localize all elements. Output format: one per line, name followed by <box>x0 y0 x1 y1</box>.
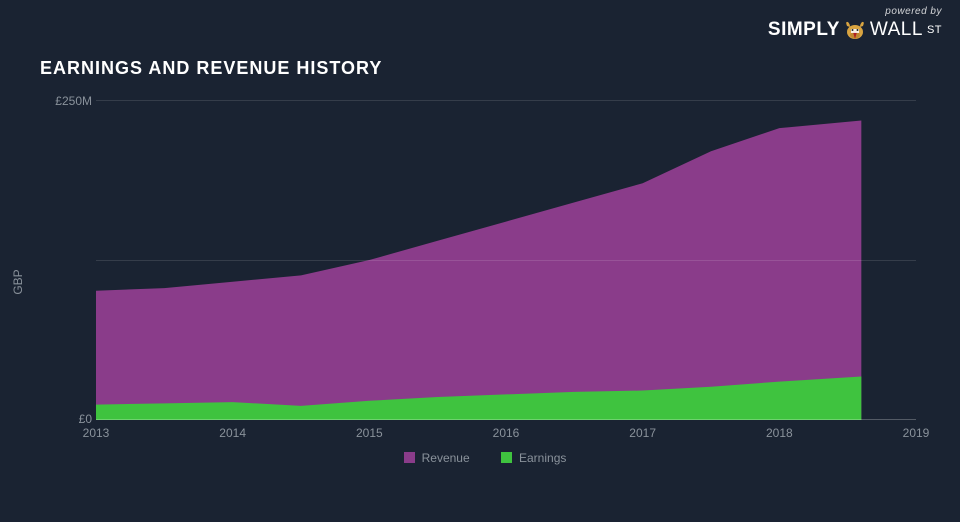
x-tick: 2015 <box>356 426 383 440</box>
x-tick: 2016 <box>493 426 520 440</box>
bull-icon <box>842 17 868 43</box>
legend-earnings-label: Earnings <box>519 451 566 465</box>
y-axis-label: GBP <box>11 269 25 294</box>
brand-simply: SIMPLY <box>768 19 840 41</box>
y-tick-max: £250M <box>44 94 92 108</box>
brand-st: ST <box>927 24 942 36</box>
gridline <box>96 100 916 101</box>
x-tick: 2013 <box>83 426 110 440</box>
y-tick-min: £0 <box>44 412 92 426</box>
chart-container: GBP £250M £0 Revenue Earnings 2013201420… <box>40 92 930 472</box>
revenue-swatch <box>404 452 415 463</box>
earnings-swatch <box>501 452 512 463</box>
gridline <box>96 260 916 261</box>
powered-by-label: powered by <box>768 6 942 17</box>
legend: Revenue Earnings <box>40 451 930 467</box>
brand-wall: WALL <box>870 19 923 41</box>
x-axis-baseline <box>96 419 916 420</box>
revenue-area <box>96 120 861 420</box>
chart-title: EARNINGS AND REVENUE HISTORY <box>40 58 382 79</box>
plot-area <box>96 100 916 420</box>
legend-revenue-label: Revenue <box>422 451 470 465</box>
legend-earnings: Earnings <box>501 451 566 465</box>
legend-revenue: Revenue <box>404 451 470 465</box>
x-tick: 2018 <box>766 426 793 440</box>
x-tick: 2014 <box>219 426 246 440</box>
brand-logo: powered by SIMPLY WALL ST <box>768 6 942 43</box>
x-tick: 2019 <box>903 426 930 440</box>
brand-name: SIMPLY WALL ST <box>768 17 942 43</box>
x-tick: 2017 <box>629 426 656 440</box>
